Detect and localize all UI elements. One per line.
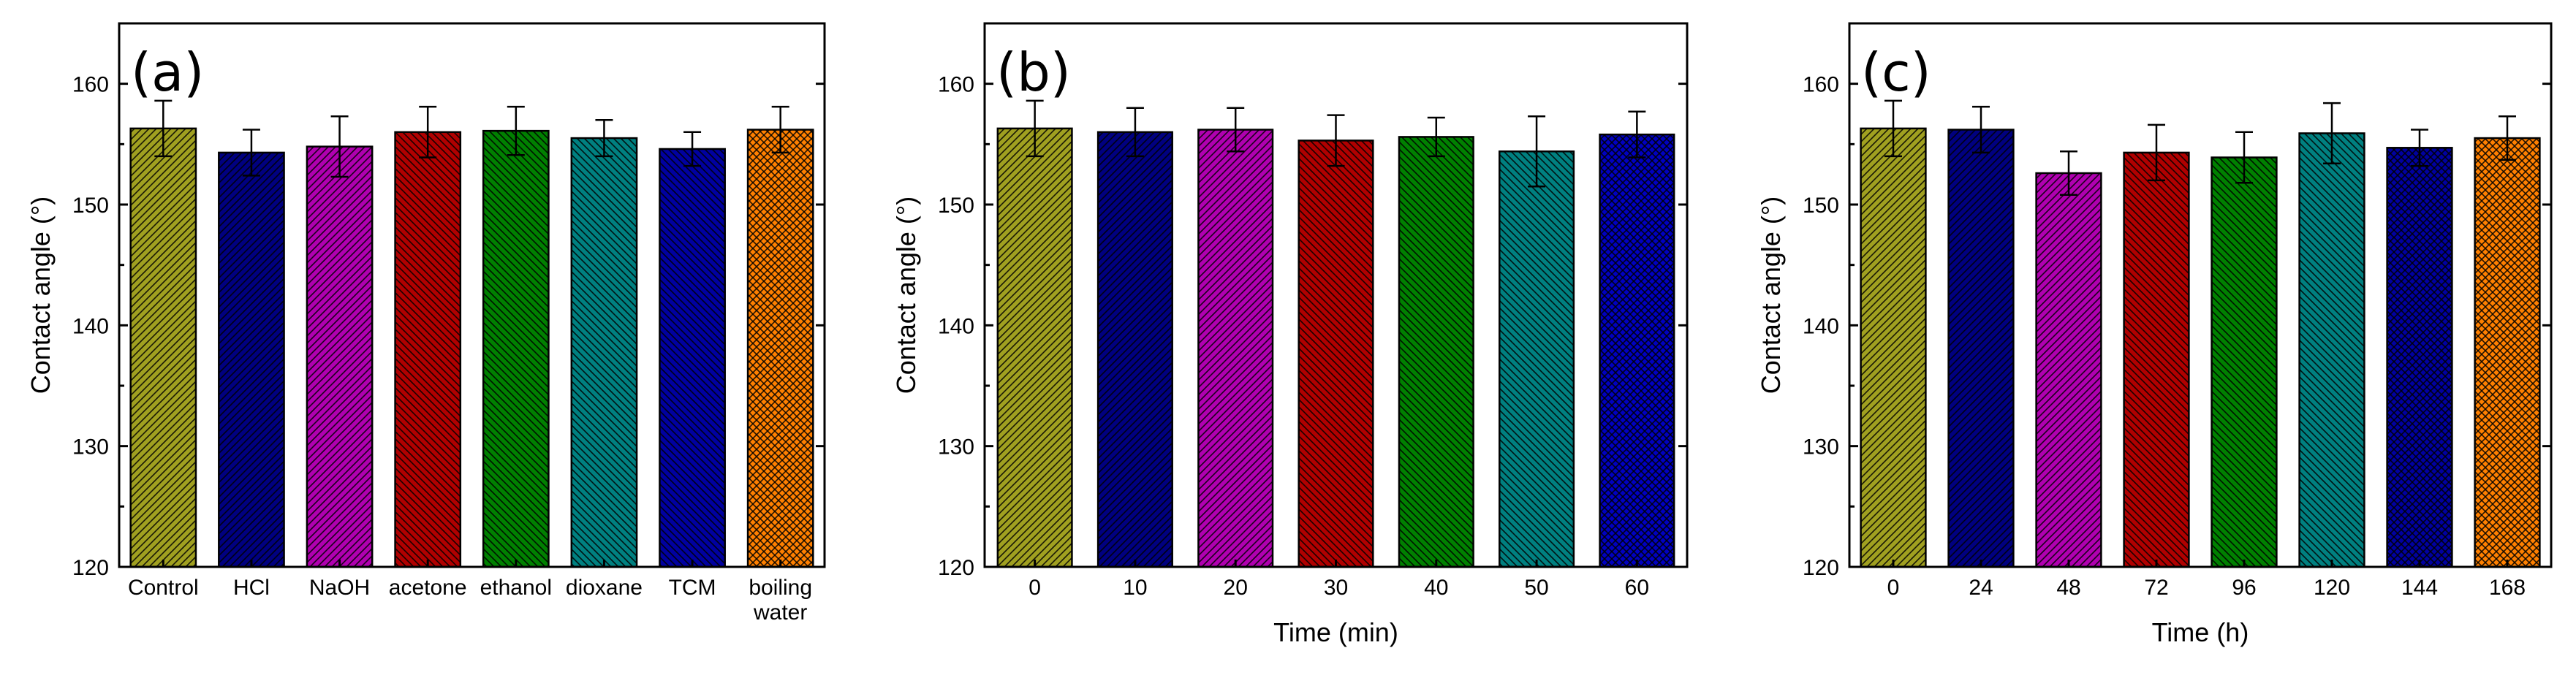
error-bar-6 — [2323, 102, 2341, 165]
error-bar-5 — [507, 105, 525, 156]
y-tick-label: 150 — [938, 194, 974, 218]
x-tick-label: 120 — [2314, 576, 2350, 600]
bar-2 — [1947, 129, 2015, 568]
bar-1 — [996, 127, 1073, 568]
bar-2 — [218, 151, 285, 568]
bar-1 — [129, 127, 197, 568]
y-tick-label: 140 — [938, 314, 974, 338]
chart-panel-3: 120 130 140 150 160 0 24 48 72 96 120 144 168 Contact… — [1756, 22, 2553, 647]
y-tick-label: 140 — [1803, 314, 1839, 338]
x-tick-label: 24 — [1969, 576, 1993, 600]
plot-frame — [1848, 22, 2553, 568]
x-tick-label: 168 — [2489, 576, 2526, 600]
x-tick-label: 10 — [1123, 576, 1147, 600]
bar-2 — [1096, 131, 1173, 568]
x-tick-label: 0 — [1028, 576, 1041, 600]
x-axis-title: Time (h) — [2152, 617, 2249, 647]
error-bar-2 — [1126, 107, 1144, 158]
y-tick-label: 160 — [1803, 73, 1839, 97]
y-tick-label: 160 — [938, 73, 974, 97]
error-bar-2 — [242, 129, 260, 177]
x-tick-label: 40 — [1424, 576, 1448, 600]
y-axis-title: Contact angle (°) — [891, 197, 921, 394]
bar-6 — [1499, 150, 1575, 568]
x-tick-label: ethanol — [480, 576, 552, 600]
error-bar-5 — [2235, 131, 2253, 184]
error-bar-8 — [2499, 115, 2516, 161]
error-bar-4 — [2148, 123, 2165, 182]
y-tick-label: 130 — [1803, 435, 1839, 459]
error-bar-3 — [330, 115, 349, 178]
error-bar-7 — [2411, 129, 2428, 167]
error-bar-7 — [683, 131, 702, 167]
error-bar-4 — [419, 105, 437, 159]
bar-4 — [1298, 140, 1374, 568]
y-tick-label: 150 — [1803, 194, 1839, 218]
chart-panel-2: 120 130 140 150 160 0 10 20 30 40 50 60 Contact angl… — [891, 22, 1689, 647]
x-tick-label: 60 — [1625, 576, 1649, 600]
x-tick-label: 30 — [1324, 576, 1348, 600]
x-tick-label: 72 — [2144, 576, 2168, 600]
error-bar-6 — [595, 119, 613, 158]
bar-4 — [394, 131, 462, 568]
bar-3 — [1197, 129, 1274, 568]
x-tick-label: NaOH — [309, 576, 370, 600]
bar-3 — [306, 145, 374, 568]
y-tick-label: 130 — [72, 435, 109, 459]
error-bar-8 — [771, 105, 789, 154]
x-tick-label: boiling — [749, 576, 812, 600]
x-tick-label: 48 — [2056, 576, 2080, 600]
x-tick-label: TCM — [669, 576, 716, 600]
error-bar-6 — [1528, 115, 1546, 188]
x-tick-label: 96 — [2232, 576, 2256, 600]
plot-frame — [118, 22, 826, 568]
bar-5 — [1398, 136, 1474, 568]
x-tick-label: 0 — [1887, 576, 1900, 600]
bar-3 — [2035, 172, 2102, 568]
x-tick-label: acetone — [389, 576, 467, 600]
bar-6 — [2298, 132, 2365, 568]
error-bar-4 — [1327, 114, 1345, 167]
x-axis-title: Time (min) — [1273, 617, 1398, 647]
y-tick-label: 120 — [1803, 556, 1839, 580]
y-tick-label: 130 — [938, 435, 974, 459]
panel-label: (b) — [996, 42, 1071, 103]
y-tick-label: 160 — [72, 73, 109, 97]
error-bar-5 — [1427, 116, 1445, 158]
error-bar-3 — [2060, 150, 2077, 197]
y-tick-label: 120 — [938, 556, 974, 580]
y-tick-label: 150 — [72, 194, 109, 218]
bar-7 — [1599, 133, 1675, 568]
bar-6 — [570, 137, 638, 568]
bar-5 — [2211, 156, 2278, 568]
panel-label: (c) — [1861, 42, 1931, 103]
chart-panel-1: 120 130 140 150 160 Control HCl NaOH acetone etha… — [26, 22, 826, 625]
bar-7 — [659, 148, 726, 568]
bar-4 — [2123, 151, 2190, 568]
x-tick-label: 144 — [2401, 576, 2438, 600]
error-bar-1 — [154, 99, 173, 158]
x-tick-label: Control — [128, 576, 199, 600]
bar-7 — [2386, 147, 2453, 568]
y-axis-title: Contact angle (°) — [26, 197, 56, 394]
bar-8 — [746, 129, 814, 568]
x-tick-label: dioxane — [566, 576, 643, 600]
error-bar-1 — [1026, 99, 1044, 158]
error-bar-1 — [1884, 99, 1902, 158]
bar-8 — [2474, 137, 2541, 568]
error-bar-7 — [1628, 110, 1646, 159]
panel-label: (a) — [131, 42, 204, 103]
bar-5 — [482, 129, 550, 568]
x-tick-label: 50 — [1524, 576, 1548, 600]
error-bar-2 — [1972, 105, 1990, 154]
x-tick-label: 20 — [1224, 576, 1248, 600]
error-bar-3 — [1227, 107, 1245, 153]
bar-1 — [1860, 127, 1927, 568]
x-tick-label: HCl — [233, 576, 270, 600]
y-axis-title: Contact angle (°) — [1756, 197, 1786, 394]
y-tick-label: 140 — [72, 314, 109, 338]
x-tick-label: water — [753, 600, 807, 625]
y-tick-label: 120 — [72, 556, 109, 580]
